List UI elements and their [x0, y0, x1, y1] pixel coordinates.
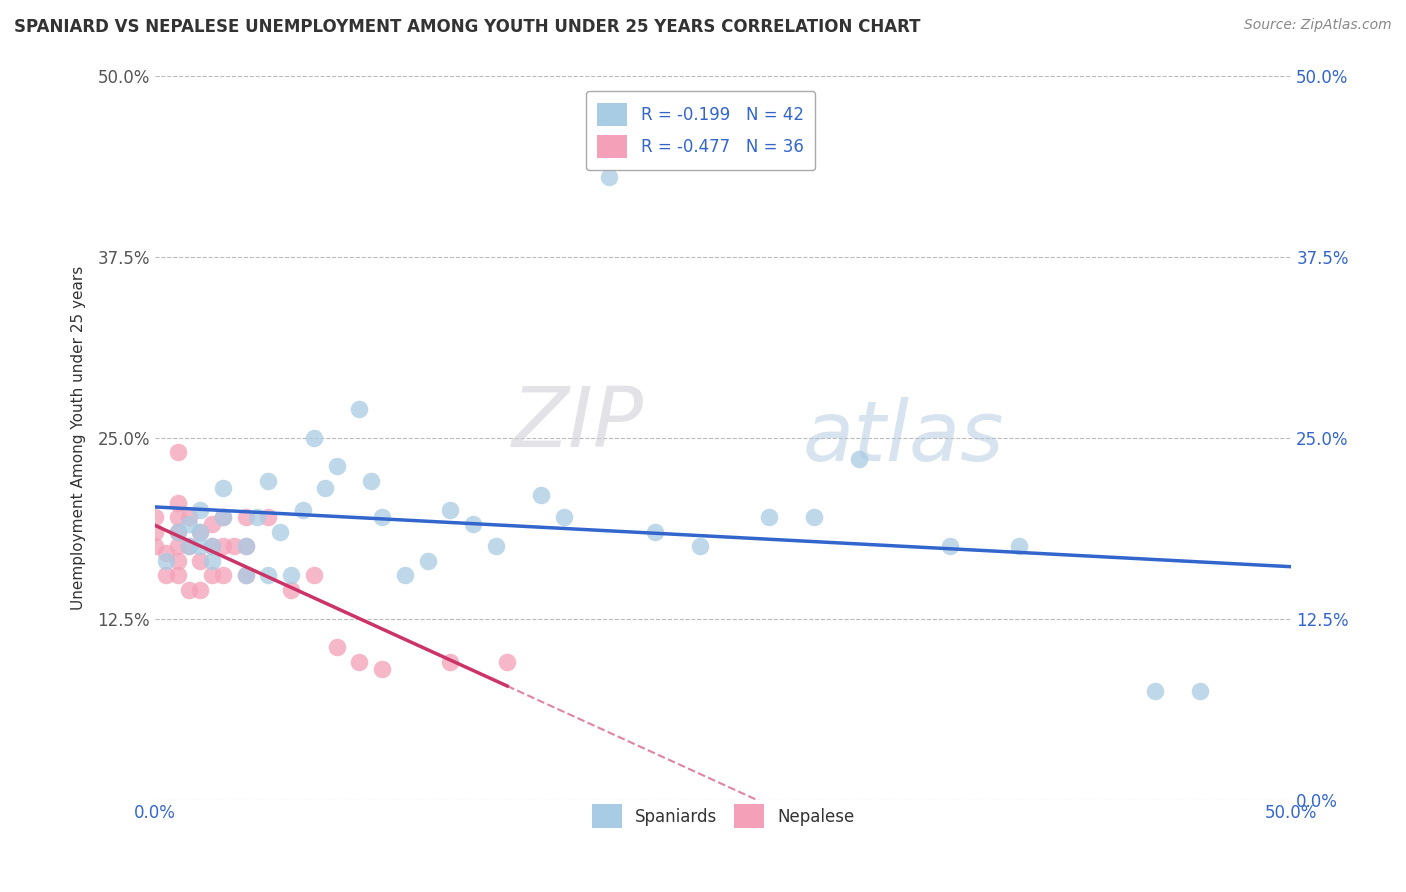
Point: [325, 459, 347, 474]
Point: [553, 510, 575, 524]
Point: [155, 553, 177, 567]
Point: [246, 510, 269, 524]
Point: [188, 553, 211, 567]
Point: [177, 582, 200, 597]
Point: [177, 539, 200, 553]
Point: [166, 496, 188, 510]
Point: [166, 524, 188, 539]
Point: [1189, 684, 1212, 698]
Point: [644, 524, 666, 539]
Point: [598, 169, 620, 184]
Point: [257, 474, 280, 488]
Point: [235, 539, 257, 553]
Point: [188, 582, 211, 597]
Point: [325, 640, 347, 655]
Point: [803, 510, 825, 524]
Point: [302, 568, 325, 582]
Point: [188, 503, 211, 517]
Point: [416, 553, 439, 567]
Point: [177, 510, 200, 524]
Point: [530, 488, 553, 502]
Point: [166, 553, 188, 567]
Point: [439, 655, 461, 669]
Point: [314, 481, 336, 495]
Point: [201, 539, 224, 553]
Point: [280, 568, 302, 582]
Point: [235, 539, 257, 553]
Point: [166, 539, 188, 553]
Point: [758, 510, 780, 524]
Point: [201, 568, 224, 582]
Point: [349, 401, 371, 416]
Y-axis label: Unemployment Among Youth under 25 years: Unemployment Among Youth under 25 years: [72, 266, 86, 609]
Point: [166, 445, 188, 459]
Text: ZIP: ZIP: [512, 383, 644, 464]
Point: [177, 517, 200, 532]
Point: [1007, 539, 1029, 553]
Point: [201, 539, 224, 553]
Point: [143, 510, 166, 524]
Point: [461, 517, 484, 532]
Point: [188, 524, 211, 539]
Point: [155, 568, 177, 582]
Point: [689, 539, 711, 553]
Point: [143, 539, 166, 553]
Point: [235, 568, 257, 582]
Point: [212, 568, 235, 582]
Point: [166, 510, 188, 524]
Text: SPANIARD VS NEPALESE UNEMPLOYMENT AMONG YOUTH UNDER 25 YEARS CORRELATION CHART: SPANIARD VS NEPALESE UNEMPLOYMENT AMONG …: [14, 18, 921, 36]
Point: [371, 662, 394, 676]
Point: [166, 524, 188, 539]
Point: [371, 510, 394, 524]
Point: [201, 517, 224, 532]
Point: [188, 524, 211, 539]
Point: [269, 524, 291, 539]
Point: [212, 510, 235, 524]
Point: [1143, 684, 1166, 698]
Point: [848, 452, 870, 467]
Text: atlas: atlas: [803, 397, 1004, 478]
Point: [166, 568, 188, 582]
Point: [291, 503, 314, 517]
Point: [939, 539, 962, 553]
Point: [177, 539, 200, 553]
Point: [212, 481, 235, 495]
Point: [224, 539, 246, 553]
Point: [496, 655, 519, 669]
Point: [212, 510, 235, 524]
Point: [439, 503, 461, 517]
Legend: Spaniards, Nepalese: Spaniards, Nepalese: [585, 797, 860, 835]
Point: [302, 430, 325, 444]
Point: [235, 510, 257, 524]
Point: [280, 582, 302, 597]
Point: [235, 568, 257, 582]
Point: [349, 655, 371, 669]
Point: [360, 474, 382, 488]
Point: [257, 510, 280, 524]
Point: [143, 524, 166, 539]
Text: Source: ZipAtlas.com: Source: ZipAtlas.com: [1244, 18, 1392, 32]
Point: [212, 539, 235, 553]
Point: [188, 539, 211, 553]
Point: [485, 539, 508, 553]
Point: [257, 568, 280, 582]
Point: [155, 546, 177, 560]
Point: [201, 553, 224, 567]
Point: [394, 568, 416, 582]
